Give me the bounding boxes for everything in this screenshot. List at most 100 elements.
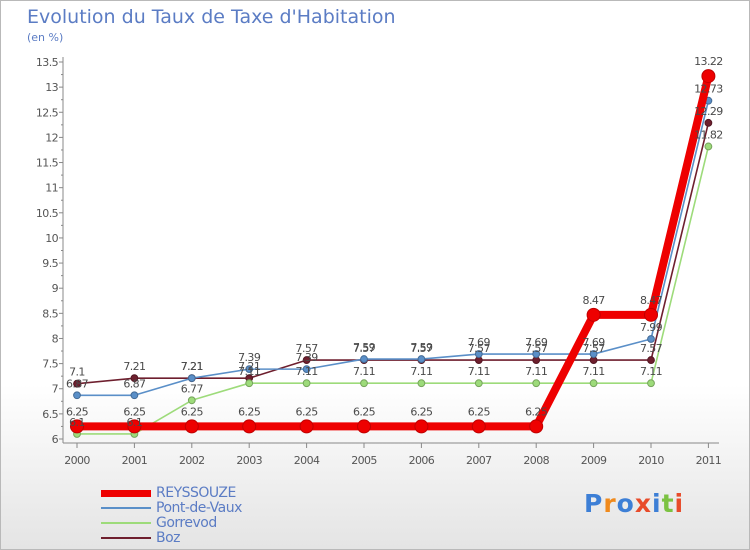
data-label: 8.47 [640, 294, 663, 307]
data-label: 6.25 [238, 405, 261, 418]
data-label: 12.73 [694, 83, 723, 96]
data-label: 7.11 [410, 365, 432, 378]
legend-swatch [101, 489, 151, 497]
y-tick-label: 13 [45, 81, 58, 94]
chart-title: Evolution du Taux de Taxe d'Habitation [27, 6, 396, 28]
data-point [474, 350, 483, 358]
data-point [130, 374, 139, 383]
data-label: 7.69 [525, 336, 548, 349]
data-label: 7.39 [238, 351, 261, 364]
y-tick-label: 11 [45, 182, 58, 195]
data-label: 13.22 [694, 55, 723, 68]
data-point [704, 118, 713, 127]
series-line-reyssouze [73, 72, 713, 431]
data-point [302, 365, 311, 374]
legend-label: REYSSOUZE [156, 485, 236, 501]
data-label: 7.11 [525, 365, 547, 378]
data-label: 6.87 [66, 377, 89, 390]
data-point [414, 419, 429, 434]
logo-letter: t [661, 489, 675, 518]
data-label: 7.1 [69, 366, 85, 379]
legend-label: Gorrevod [156, 515, 217, 531]
data-label: 7.57 [640, 342, 663, 355]
data-label: 6.77 [181, 382, 204, 395]
logo-letter: P [584, 489, 604, 518]
x-tick-label: 2001 [122, 454, 148, 467]
logo-letter: i [674, 489, 685, 518]
data-point [70, 419, 84, 434]
y-tick-label: 7.5 [42, 358, 58, 371]
data-label: 7.11 [468, 365, 490, 378]
data-label: 7.59 [353, 341, 376, 354]
data-point [589, 350, 598, 358]
data-point [302, 379, 311, 388]
data-label: 7.57 [410, 342, 433, 355]
data-point [589, 379, 598, 388]
data-point [73, 391, 81, 400]
data-label: 7.21 [123, 360, 145, 373]
data-point [245, 379, 254, 388]
data-point [187, 396, 196, 405]
data-label: 7.57 [525, 342, 548, 355]
data-label: 6.25 [468, 405, 491, 418]
data-point [647, 379, 655, 388]
data-label: 6.25 [123, 405, 146, 418]
data-label: 7.69 [468, 336, 491, 349]
data-point [73, 379, 81, 388]
data-point [187, 374, 196, 383]
y-tick-label: 7 [52, 383, 59, 396]
data-label: 7.99 [640, 321, 663, 334]
y-tick-label: 6 [52, 433, 59, 446]
data-point [647, 335, 655, 343]
data-point [532, 379, 541, 388]
y-tick-label: 12.5 [36, 106, 59, 119]
data-point [644, 307, 658, 322]
data-label: 12.29 [694, 105, 723, 118]
data-label: 6.25 [181, 405, 204, 418]
y-tick-label: 6.5 [42, 408, 58, 421]
data-point [647, 356, 655, 364]
legend-swatch [101, 537, 151, 539]
proxiti-logo: Proxiti [584, 489, 684, 518]
data-label: 7.57 [353, 342, 376, 355]
legend-swatch [101, 522, 151, 524]
data-label: 7.59 [410, 341, 433, 354]
y-tick-label: 13.5 [36, 56, 59, 69]
data-label: 6.25 [296, 405, 319, 418]
x-tick-label: 2011 [696, 454, 722, 467]
data-point [130, 391, 139, 400]
y-tick-label: 8 [52, 332, 59, 345]
data-point [417, 355, 426, 363]
data-point [417, 379, 426, 388]
logo-letter: x [634, 489, 652, 518]
data-label: 11.82 [694, 128, 723, 141]
y-tick-label: 8.5 [42, 307, 58, 320]
y-tick-label: 10 [45, 232, 58, 245]
data-point [184, 419, 199, 434]
legend-label: Pont-de-Vaux [156, 500, 242, 516]
data-point [127, 419, 142, 434]
data-label: 6.25 [66, 405, 89, 418]
data-label: 7.39 [296, 351, 319, 364]
data-point [474, 379, 483, 388]
x-tick-label: 2002 [179, 454, 205, 467]
data-point [360, 379, 368, 388]
y-tick-label: 9.5 [42, 257, 58, 270]
data-label: 7.57 [296, 342, 319, 355]
legend-swatch [101, 507, 151, 509]
y-tick-label: 11.5 [36, 157, 59, 170]
data-label: 7.11 [353, 365, 375, 378]
y-tick-label: 9 [52, 282, 59, 295]
logo-letter: r [603, 489, 617, 518]
data-point [245, 365, 254, 374]
data-point [529, 419, 544, 434]
data-label: 7.11 [640, 365, 662, 378]
logo-letter: o [616, 489, 635, 518]
logo-letter: i [652, 489, 662, 518]
data-label: 6.25 [410, 405, 433, 418]
data-label: 8.47 [583, 294, 606, 307]
data-label: 7.21 [181, 360, 203, 373]
data-point [586, 307, 601, 322]
